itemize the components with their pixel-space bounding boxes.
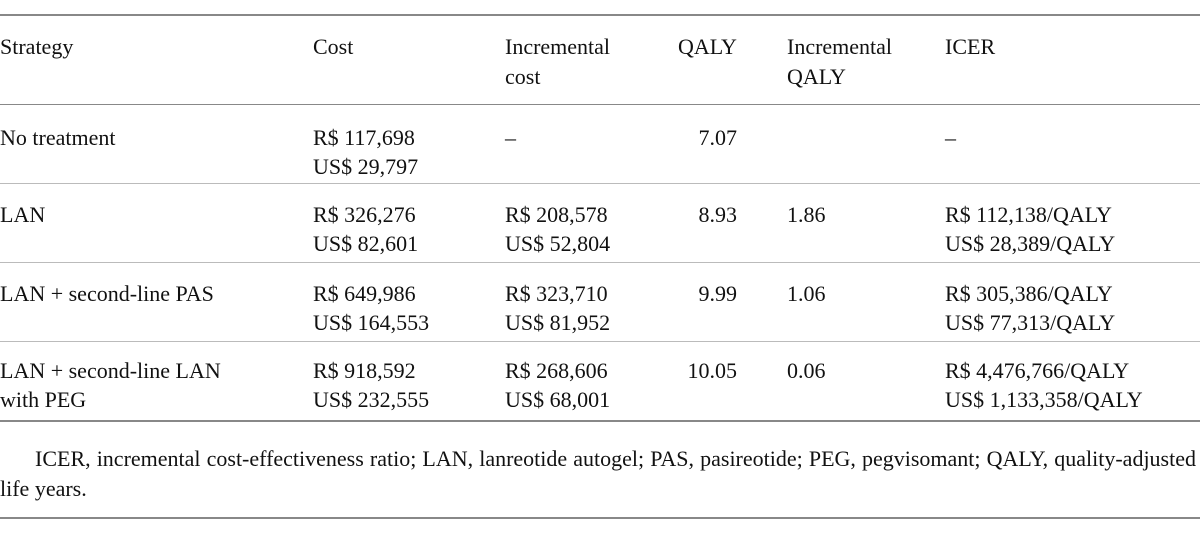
table-cell: with PEG [0, 387, 87, 412]
table-cell: US$ 68,001 [505, 387, 611, 412]
table-cell: US$ 29,797 [313, 154, 419, 179]
bottom-rule [0, 517, 1200, 519]
table-cell: R$ 305,386/QALY [945, 281, 1113, 306]
row-rule [0, 341, 1200, 342]
table-cell: US$ 82,601 [313, 231, 419, 256]
footnote: ICER, incremental cost-effectiveness rat… [0, 446, 1196, 501]
table-cell: R$ 918,592 [313, 358, 416, 383]
table-cell: US$ 28,389/QALY [945, 231, 1116, 256]
table-cell: 10.05 [687, 358, 738, 383]
table-cell: US$ 77,313/QALY [945, 310, 1116, 335]
header-cell: cost [505, 64, 541, 89]
table-cell: – [945, 125, 956, 150]
table-cell: US$ 1,133,358/QALY [945, 387, 1143, 412]
table-cell: R$ 268,606 [505, 358, 608, 383]
header-cell: Incremental [505, 34, 611, 59]
table-cell: US$ 164,553 [313, 310, 430, 335]
table-cell: – [505, 125, 516, 150]
table-cell: R$ 649,986 [313, 281, 416, 306]
table-cell: R$ 117,698 [313, 125, 415, 150]
top-rule [0, 14, 1200, 16]
table-cell: 7.07 [698, 125, 738, 150]
table-cell: LAN + second-line PAS [0, 281, 214, 306]
table-cell: 9.99 [698, 281, 738, 306]
table-cell: US$ 232,555 [313, 387, 430, 412]
header-cell: Strategy [0, 34, 74, 59]
table-cell: No treatment [0, 125, 116, 150]
table-bottom-rule [0, 420, 1200, 422]
table-cell: 1.06 [787, 281, 826, 306]
table-cell: LAN [0, 202, 46, 227]
header-cell: QALY [787, 64, 846, 89]
header-cell: Incremental [787, 34, 893, 59]
header-cell: ICER [945, 34, 996, 59]
table-cell: R$ 4,476,766/QALY [945, 358, 1130, 383]
table-cell: R$ 112,138/QALY [945, 202, 1112, 227]
table-cell: 0.06 [787, 358, 826, 383]
table-cell: 8.93 [698, 202, 738, 227]
row-rule [0, 262, 1200, 263]
table-cell: US$ 81,952 [505, 310, 611, 335]
table-cell: US$ 52,804 [505, 231, 611, 256]
table-cell: R$ 323,710 [505, 281, 608, 306]
table-cell: R$ 326,276 [313, 202, 416, 227]
row-rule [0, 183, 1200, 184]
table-cell: R$ 208,578 [505, 202, 608, 227]
header-cell: Cost [313, 34, 354, 59]
header-cell: QALY [678, 34, 737, 59]
table-cell: LAN + second-line LAN [0, 358, 221, 383]
table-cell: 1.86 [787, 202, 826, 227]
header-rule [0, 104, 1200, 105]
